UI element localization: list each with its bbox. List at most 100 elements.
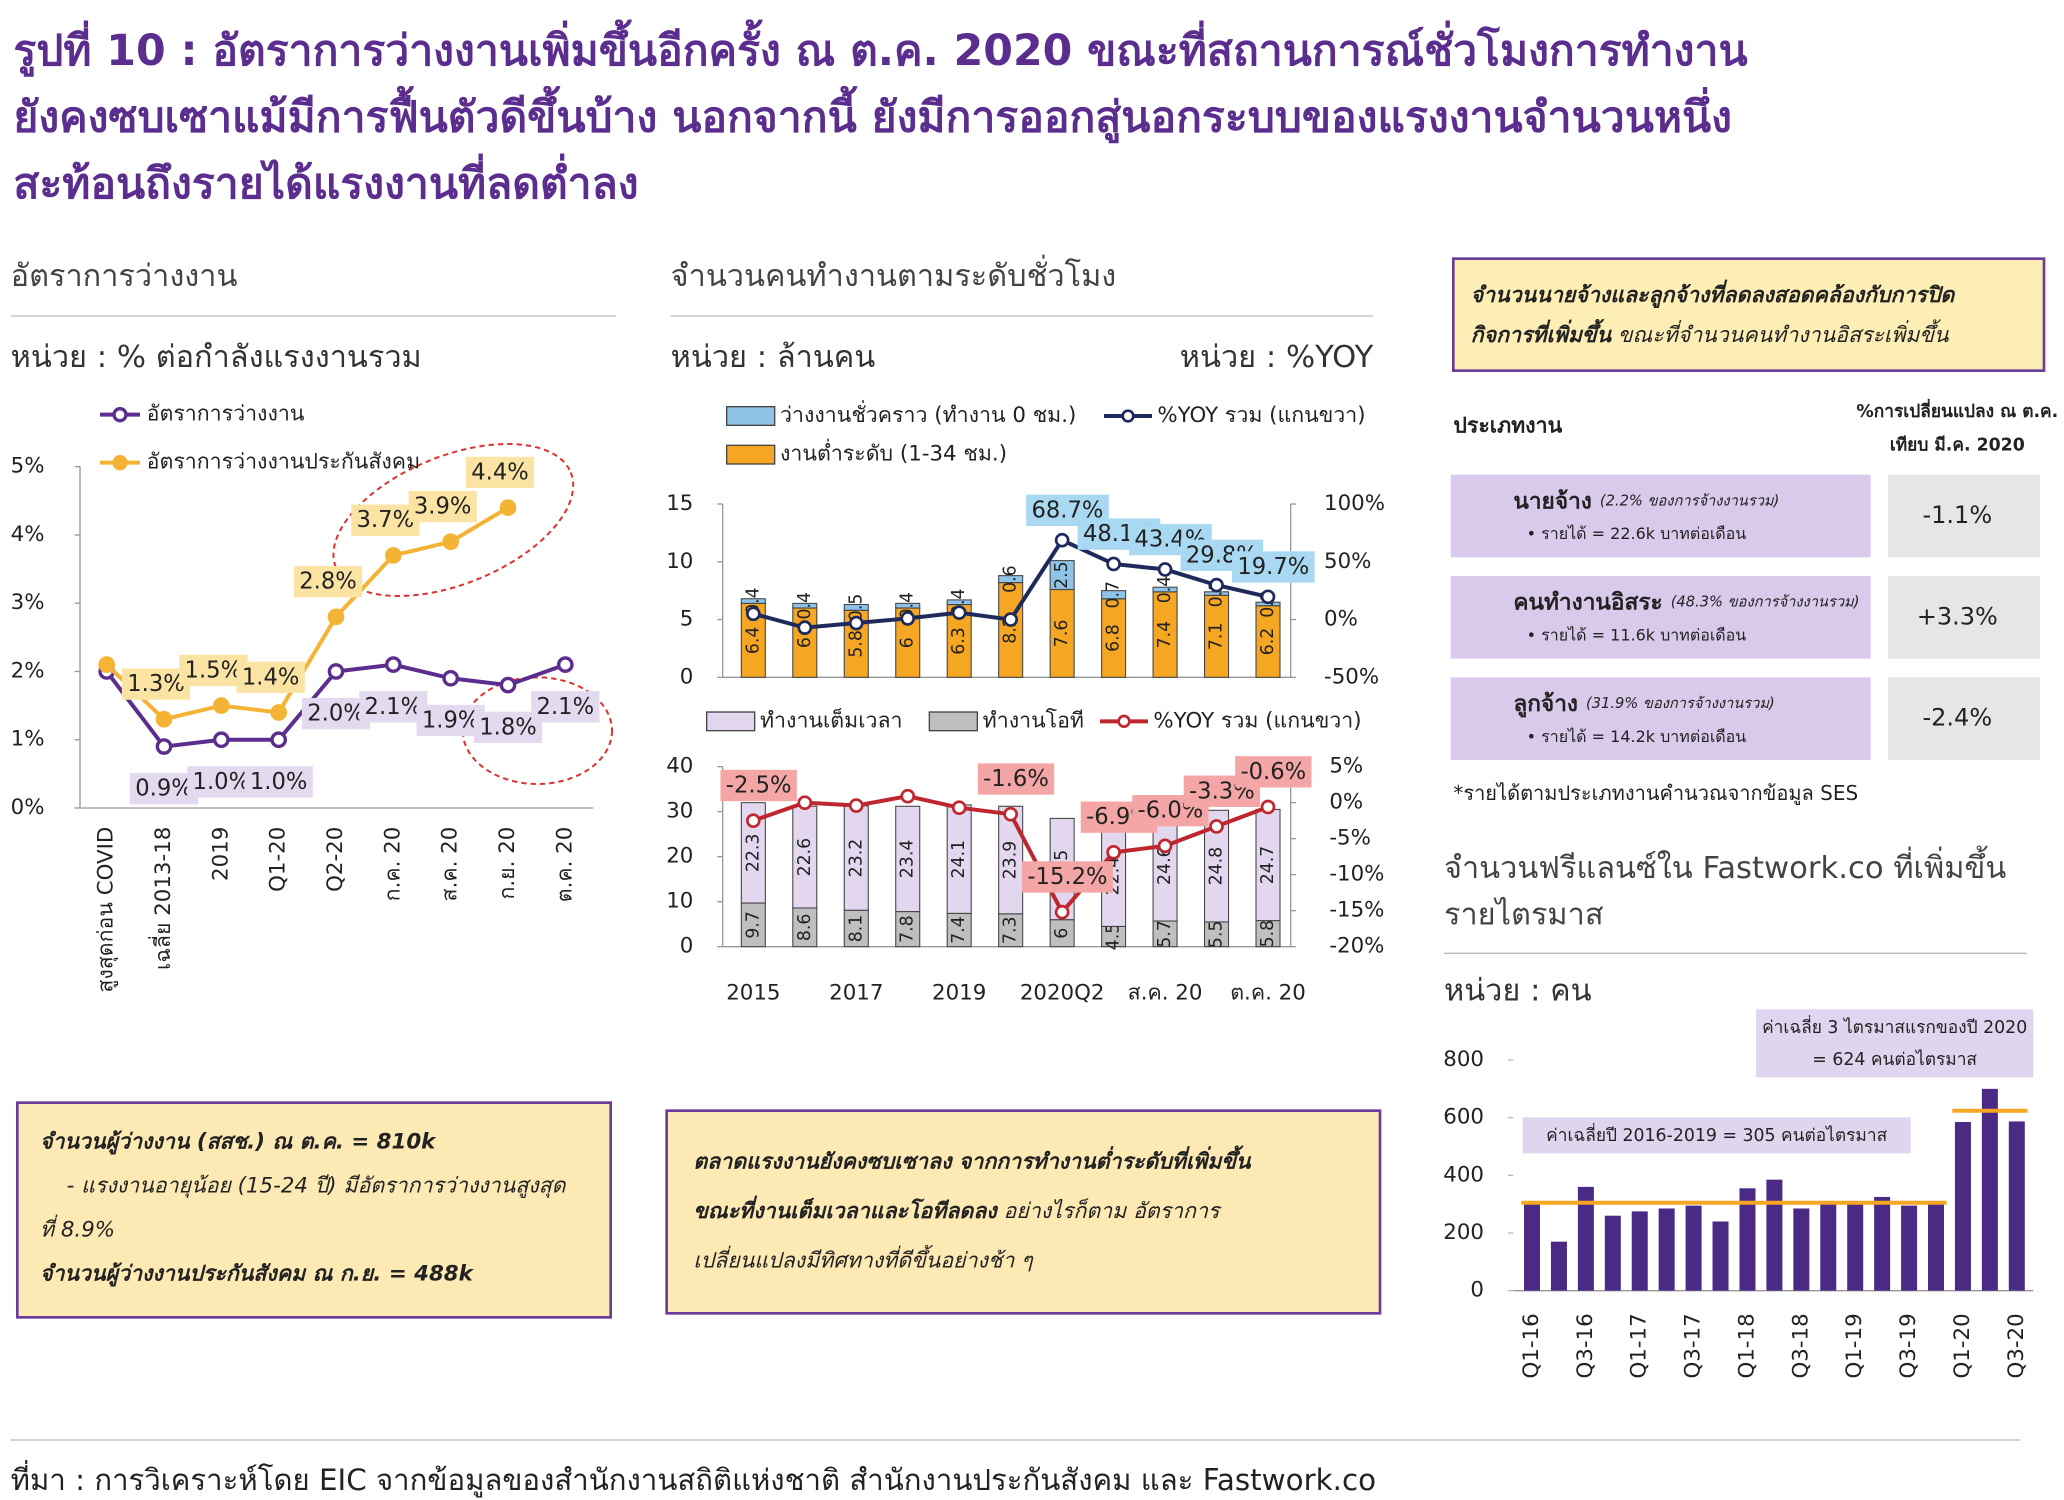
x-tick-label: สูงสุดก่อน COVID [94,827,119,993]
row-label: นายจ้าง (2.2% ของการจ้างงานรวม) [1513,488,1779,514]
row-change: -1.1% [1923,501,1993,529]
point [1260,799,1276,815]
data-label: -2.5% [726,773,792,799]
data-label: -0.6% [1240,759,1306,785]
legend-swatch [706,711,756,732]
x-tick-label: Q3-18 [1788,1313,1813,1378]
legend-label: อัตราการว่างงาน [147,402,305,427]
y-tick-label: 30 [666,799,693,824]
bar-segment [1049,919,1075,948]
bar-label: 0.4 [1155,576,1175,604]
row-share: (48.3% ของการจ้างงานรวม) [1671,594,1860,611]
annotation-box [1756,1009,2034,1078]
y-tick-label: 1% [11,727,45,752]
x-tick-label: 2020Q2 [1020,980,1105,1005]
highlight-box [1452,257,2046,372]
bar [1550,1241,1567,1291]
point [442,533,459,551]
x-tick-label: เฉลี่ย 2013-18 [148,827,176,970]
y-tick-label: 800 [1443,1047,1484,1072]
x-tick-label: 2019 [932,980,986,1005]
point [1209,819,1224,834]
x-tick-label: Q1-17 [1627,1313,1652,1378]
data-label-box [720,769,797,802]
point [1157,838,1173,854]
bar-label: 23.4 [898,840,918,879]
bar-label: 6 [898,637,918,648]
bar [1631,1211,1648,1291]
data-label: 1.5% [185,657,243,683]
point [212,697,230,714]
point [499,676,517,694]
table-cell [1450,576,1871,659]
bar-label: 0.7 [1104,581,1124,609]
legend-marker [1117,714,1131,728]
x-tick-label: Q3-20 [2004,1313,2029,1378]
x-tick-label: ต.ค. 20 [1230,980,1306,1005]
y-tick-label: 400 [1443,1162,1484,1187]
y-tick-label: 2% [11,658,45,683]
bold-text: ตลาดแรงงานยังคงซบเซาลง จากการทำงานต่ำระด… [693,1146,1252,1175]
point [270,731,287,749]
bar-segment [1152,920,1178,948]
point [900,611,916,626]
axis-label: หน่วย : % ต่อกำลังแรงงานรวม [11,340,422,375]
note-box [665,1109,1382,1315]
x-tick-label: ต.ค. 20 [552,827,577,903]
bar-label: 7.3 [1001,916,1021,944]
y2-tick-label: -20% [1329,934,1384,959]
x-tick-label: Q3-19 [1896,1313,1921,1378]
data-label: 2.1% [365,694,423,720]
bar-label: 4.5 [1104,923,1124,951]
point [98,656,115,673]
bold-text: จำนวนผู้ว่างงาน (สสช.) ณ ต.ค. = 810k [40,1130,437,1155]
bar-label: 6.3 [949,627,969,655]
bar-segment [998,575,1024,584]
bar-label: 8.6 [795,914,815,942]
x-tick-label: Q1-18 [1734,1313,1759,1378]
data-label-box [121,668,191,700]
axis-label: หน่วย : คน [1444,974,1592,1009]
row-share: (31.9% ของการจ้างงานรวม) [1586,695,1775,712]
bar-label: 6.8 [1104,624,1124,652]
bar-segment [1101,590,1127,600]
annotation-box [1522,1117,1911,1154]
x-tick-label: Q1-16 [1519,1313,1544,1378]
bar-label: 7.4 [949,916,969,944]
y2-tick-label: 100% [1324,491,1385,516]
point [327,663,345,680]
bar-label: 8.1 [846,915,866,943]
y-tick-label: 200 [1443,1220,1484,1245]
data-label: -1.6% [983,766,1049,792]
table-cell [1450,677,1871,760]
data-label: 2.1% [537,694,595,720]
bar-label: 23.2 [846,839,866,878]
legend-swatch [928,711,978,732]
point [155,738,173,755]
y-tick-label: 15 [666,491,693,516]
point [270,704,287,721]
y-tick-label: 10 [666,549,693,574]
legend-swatch [726,444,776,465]
bar-label: 9.7 [743,911,763,939]
annotation: = 624 คนต่อไตรมาส [1812,1049,1977,1070]
x-tick-label: Q1-20 [1950,1313,1975,1378]
annotation: ค่าเฉลี่ยปี 2016-2019 = 305 คนต่อไตรมาส [1546,1123,1887,1146]
text-line: กิจการที่เพิ่มขึ้น ขณะที่จำนวนคนทำงานอิส… [1471,319,1950,348]
row-name: ลูกจ้าง [1513,691,1578,718]
point [951,800,967,816]
point [1106,845,1121,860]
text: ขณะที่จำนวนคนทำงานอิสระเพิ่มขึ้น [1611,319,1950,348]
bar-segment [792,607,818,678]
highlight-ellipse [461,676,613,785]
point [499,499,517,516]
y-tick-label: 3% [11,590,45,615]
point [1157,562,1173,577]
point [848,615,864,631]
data-label: -15.2% [1027,864,1107,890]
bar-segment [1152,591,1178,678]
y-tick-label: 40 [666,754,693,779]
bar [1739,1188,1756,1291]
bar-segment [1049,560,1075,591]
x-tick-label: ก.ย. 20 [495,827,520,900]
